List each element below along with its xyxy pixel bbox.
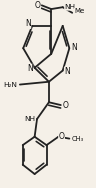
Text: H₂N: H₂N	[4, 82, 17, 88]
Text: N: N	[71, 43, 77, 52]
Text: N: N	[64, 67, 70, 76]
Text: NH: NH	[24, 116, 35, 122]
Text: N: N	[27, 64, 33, 73]
Text: NH: NH	[65, 4, 76, 10]
Text: CH₃: CH₃	[72, 136, 84, 142]
Text: Me: Me	[74, 8, 84, 14]
Text: N: N	[25, 20, 31, 28]
Text: O: O	[59, 132, 65, 141]
Text: O: O	[63, 101, 69, 110]
Text: O: O	[34, 1, 40, 10]
